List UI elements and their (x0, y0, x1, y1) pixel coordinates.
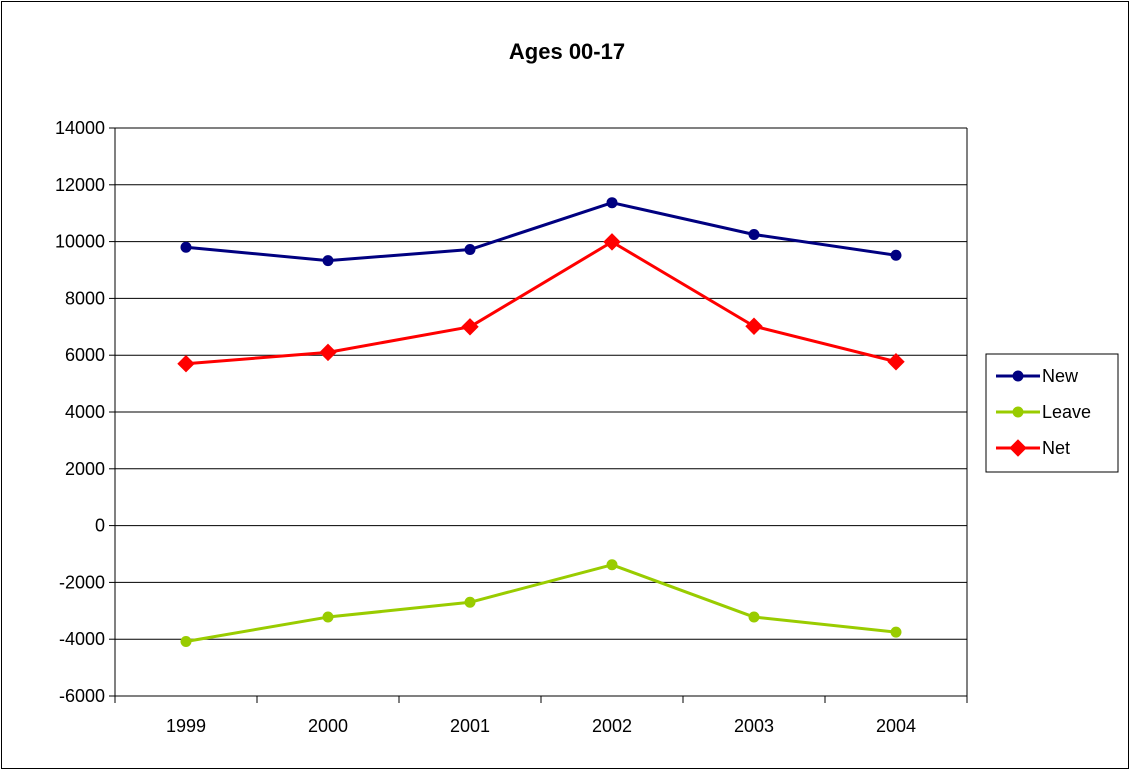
y-tick-label: 12000 (55, 175, 105, 195)
data-point-new (322, 255, 334, 267)
y-tick-label: 14000 (55, 118, 105, 138)
chart-title: Ages 00-17 (509, 39, 625, 64)
legend-marker-new (1012, 370, 1024, 382)
data-point-leave (180, 635, 192, 647)
legend: New Leave Net (985, 353, 1119, 473)
y-axis-ticks: -6000 -4000 -2000 0 2000 4000 6000 8000 10000 120… (55, 118, 115, 706)
series-new (180, 197, 902, 267)
x-tick-label: 1999 (166, 716, 206, 736)
data-point-new (606, 197, 618, 209)
legend-label-new: New (1042, 366, 1079, 386)
data-point-new (748, 229, 760, 240)
data-point-net (461, 318, 479, 336)
legend-label-leave: Leave (1042, 402, 1091, 422)
y-tick-label: 4000 (65, 402, 105, 422)
y-tick-label: 2000 (65, 459, 105, 479)
gridlines (115, 127, 967, 697)
legend-item-net: Net (996, 438, 1070, 458)
y-tick-label: 6000 (65, 345, 105, 365)
x-tick-label: 2001 (450, 716, 490, 736)
y-tick-label: 8000 (65, 288, 105, 308)
legend-item-leave: Leave (996, 402, 1091, 422)
x-tick-label: 2003 (734, 716, 774, 736)
y-tick-label: -6000 (59, 686, 105, 706)
series-line-leave (185, 563, 897, 643)
x-axis-ticks: 1999 2000 2001 2002 2003 2004 (114, 696, 968, 736)
data-point-leave (464, 596, 476, 608)
series-line-net (185, 240, 897, 366)
series-line-new (185, 201, 897, 263)
y-tick-label: -4000 (59, 629, 105, 649)
series (177, 197, 905, 647)
series-leave (180, 559, 902, 647)
data-point-net (887, 353, 905, 371)
data-point-leave (890, 626, 902, 638)
data-point-new (464, 244, 476, 256)
y-tick-label: -2000 (59, 572, 105, 592)
data-point-new (890, 249, 902, 261)
data-point-net (177, 355, 195, 373)
y-tick-label: 0 (95, 516, 105, 536)
legend-label-net: Net (1042, 438, 1070, 458)
x-tick-label: 2004 (876, 716, 916, 736)
legend-marker-net (1009, 439, 1027, 457)
data-point-new (180, 241, 192, 253)
data-point-leave (322, 611, 334, 623)
data-point-leave (748, 611, 760, 623)
legend-item-new: New (996, 366, 1079, 386)
data-point-leave (606, 559, 618, 571)
y-tick-label: 10000 (55, 232, 105, 252)
legend-marker-leave (1012, 406, 1024, 418)
data-point-net (319, 343, 337, 362)
x-tick-label: 2000 (308, 716, 348, 736)
series-net (177, 233, 905, 373)
data-point-net (745, 317, 763, 335)
data-point-net (603, 233, 621, 251)
x-tick-label: 2002 (592, 716, 632, 736)
